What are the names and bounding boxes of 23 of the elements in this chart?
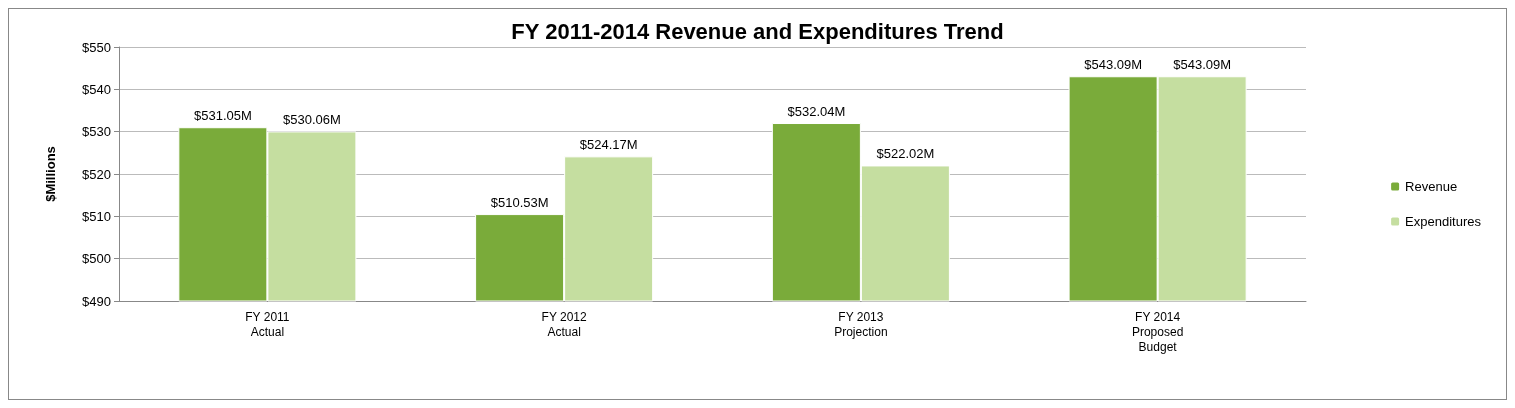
legend-label: Expenditures (1405, 214, 1482, 229)
y-tick-label: $510 (82, 208, 111, 224)
y-tick-label: $520 (82, 166, 111, 182)
x-tick-label: FY 2012 Actual (541, 309, 588, 339)
data-label: $530.06M (282, 112, 341, 128)
data-label: $510.53M (490, 195, 549, 211)
y-tick-label: $540 (82, 81, 111, 97)
y-axis-title: $Millions (43, 146, 58, 202)
x-tick-label: FY 2014 Proposed Budget (1131, 309, 1184, 354)
data-label: $524.17M (579, 137, 638, 153)
y-tick-label: $500 (82, 251, 111, 267)
chart-title: FY 2011-2014 Revenue and Expenditures Trend (511, 18, 1004, 44)
y-tick-label: $550 (82, 39, 111, 55)
data-label: $543.09M (1173, 57, 1232, 73)
data-label: $532.04M (787, 104, 846, 120)
x-tick-label: FY 2011 Actual (245, 309, 290, 339)
x-tick-label: FY 2013 Projection (834, 309, 888, 339)
y-tick-label: $490 (82, 293, 111, 309)
data-label: $531.05M (193, 108, 252, 124)
y-tick-label: $530 (82, 124, 111, 140)
data-label: $522.02M (876, 146, 935, 162)
legend-label: Revenue (1405, 179, 1458, 194)
data-label: $543.09M (1084, 57, 1143, 73)
